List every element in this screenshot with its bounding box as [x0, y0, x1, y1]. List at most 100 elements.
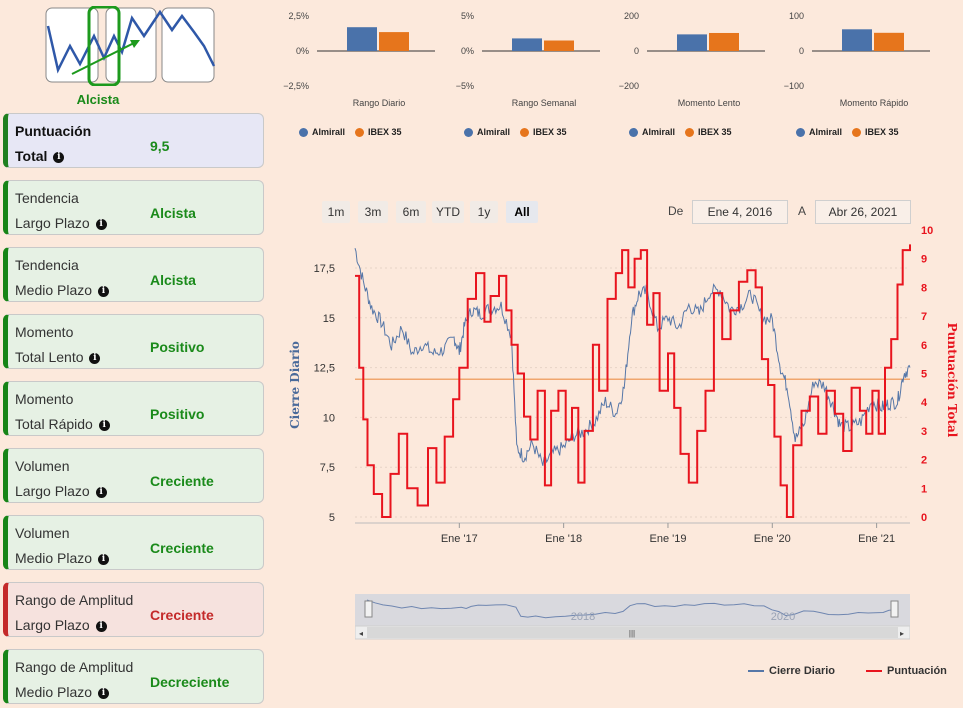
legend-almirall[interactable]: Almirall: [477, 127, 511, 137]
y-left-tick: 7,5: [320, 462, 335, 474]
score-series-line: [355, 244, 911, 518]
y-left-tick: 10: [323, 412, 335, 424]
legend-ibex[interactable]: IBEX 35: [698, 127, 732, 137]
range-button-ytd[interactable]: YTD: [432, 201, 464, 223]
info-icon[interactable]: i: [53, 151, 65, 163]
info-icon[interactable]: i: [95, 486, 107, 498]
trend-signal-graphic: [45, 6, 216, 86]
card-title: Rango de Amplitud: [15, 659, 134, 675]
card-value: Creciente: [150, 607, 214, 623]
y-right-tick: 2: [921, 455, 927, 467]
y-right-tick: 1: [921, 483, 927, 495]
y-left-tick: 17,5: [314, 263, 335, 275]
card-subtitle: Medio Plazo: [15, 282, 93, 298]
ytick-label: 5%: [461, 11, 474, 21]
range-button-1m[interactable]: 1m: [322, 201, 350, 223]
indicator-card: Volumen Medio Plazo i Creciente: [3, 515, 264, 570]
card-value: Positivo: [150, 339, 205, 355]
info-icon[interactable]: i: [97, 553, 109, 565]
score-label: Puntuación: [15, 123, 92, 139]
card-subtitle: Total Lento: [15, 349, 84, 365]
ibex-dot-icon: [520, 128, 530, 138]
date-to-input[interactable]: Abr 26, 2021: [815, 200, 911, 224]
info-icon[interactable]: i: [89, 352, 101, 364]
navigator-mask: [355, 594, 910, 626]
x-tick-label: Ene '17: [441, 533, 478, 545]
indicator-card: Tendencia Medio Plazo i Alcista: [3, 247, 264, 302]
range-button-all[interactable]: All: [506, 201, 538, 223]
card-subtitle: Largo Plazo: [15, 483, 90, 499]
indicator-card: Momento Total Rápido i Positivo: [3, 381, 264, 436]
date-to-label: A: [798, 204, 807, 218]
card-value: Alcista: [150, 205, 196, 221]
almirall-dot-icon: [464, 128, 473, 138]
x-tick-label: Ene '21: [858, 533, 895, 545]
mini-chart-title: Momento Lento: [678, 98, 741, 108]
selected-pointer-icon: [94, 84, 110, 86]
card-value: Alcista: [150, 272, 196, 288]
date-from-input[interactable]: Ene 4, 2016: [692, 200, 788, 224]
y-right-tick: 8: [921, 282, 927, 294]
trend-line-icon: [46, 9, 216, 74]
y-left-tick: 5: [329, 512, 335, 524]
ytick-label: 100: [789, 11, 804, 21]
ytick-label: −2,5%: [283, 81, 309, 91]
info-icon[interactable]: i: [97, 687, 109, 699]
scroll-left-icon: ◂: [359, 629, 363, 638]
legend-ibex[interactable]: IBEX 35: [533, 127, 567, 137]
mini-chart-title: Rango Diario: [353, 98, 406, 108]
range-button-1y[interactable]: 1y: [470, 201, 498, 223]
legend-almirall[interactable]: Almirall: [312, 127, 346, 137]
y-right-tick: 6: [921, 340, 927, 352]
mini-chart-momento-lento: 200 0 −200 Momento Lento: [619, 11, 765, 108]
indicator-card: Momento Total Lento i Positivo: [3, 314, 264, 369]
info-icon[interactable]: i: [98, 419, 110, 431]
trend-panel-3: [161, 7, 215, 83]
mini-chart-title: Rango Semanal: [512, 98, 577, 108]
y-right-tick: 0: [921, 512, 927, 524]
mini-legend-4: Almirall IBEX 35: [796, 127, 899, 138]
y-right-tick: 4: [921, 397, 928, 409]
card-subtitle: Medio Plazo: [15, 684, 93, 700]
info-icon[interactable]: i: [95, 620, 107, 632]
card-subtitle: Total Rápido: [15, 416, 93, 432]
ytick-label: −200: [619, 81, 639, 91]
trend-arrow-icon: [71, 41, 137, 75]
y-right-tick: 3: [921, 426, 927, 438]
card-title: Volumen: [15, 458, 70, 474]
indicator-card: Tendencia Largo Plazo i Alcista: [3, 180, 264, 235]
price-line-icon: [748, 670, 764, 673]
y-left-tick: 15: [323, 313, 335, 325]
bar-almirall: [347, 27, 377, 51]
navigator-scrollbar-thumb: [367, 627, 898, 638]
bar-almirall: [512, 38, 542, 51]
mini-legend-3: Almirall IBEX 35: [629, 127, 732, 138]
mini-chart-title: Momento Rápido: [840, 98, 909, 108]
indicator-card: Volumen Largo Plazo i Creciente: [3, 448, 264, 503]
range-button-3m[interactable]: 3m: [358, 201, 388, 223]
card-subtitle: Largo Plazo: [15, 215, 90, 231]
ytick-label: 2,5%: [288, 11, 309, 21]
y-left-tick: 12,5: [314, 363, 335, 375]
card-title: Rango de Amplitud: [15, 592, 134, 608]
legend-ibex[interactable]: IBEX 35: [865, 127, 899, 137]
bar-ibex-35: [874, 32, 904, 51]
navigator-handle-left[interactable]: [364, 600, 373, 618]
navigator-handle-right[interactable]: [890, 600, 899, 618]
range-button-6m[interactable]: 6m: [396, 201, 426, 223]
legend-price[interactable]: Cierre Diario: [748, 665, 835, 677]
y-right-tick: 10: [921, 225, 933, 237]
x-tick-label: Ene '20: [754, 533, 791, 545]
legend-almirall[interactable]: Almirall: [642, 127, 676, 137]
legend-score[interactable]: Puntuación: [866, 665, 947, 677]
info-icon[interactable]: i: [95, 218, 107, 230]
navigator-label: 2020: [771, 611, 795, 623]
chart-navigator[interactable]: 2018 2020 ◂ ▸ |||: [355, 594, 910, 640]
y-left-title: Cierre Diario: [288, 341, 302, 429]
legend-ibex[interactable]: IBEX 35: [368, 127, 402, 137]
y-right-title: Puntuación Total: [945, 323, 959, 438]
almirall-dot-icon: [299, 128, 308, 138]
info-icon[interactable]: i: [97, 285, 109, 297]
indicator-card: Rango de Amplitud Medio Plazo i Decrecient…: [3, 649, 264, 704]
legend-almirall[interactable]: Almirall: [809, 127, 843, 137]
